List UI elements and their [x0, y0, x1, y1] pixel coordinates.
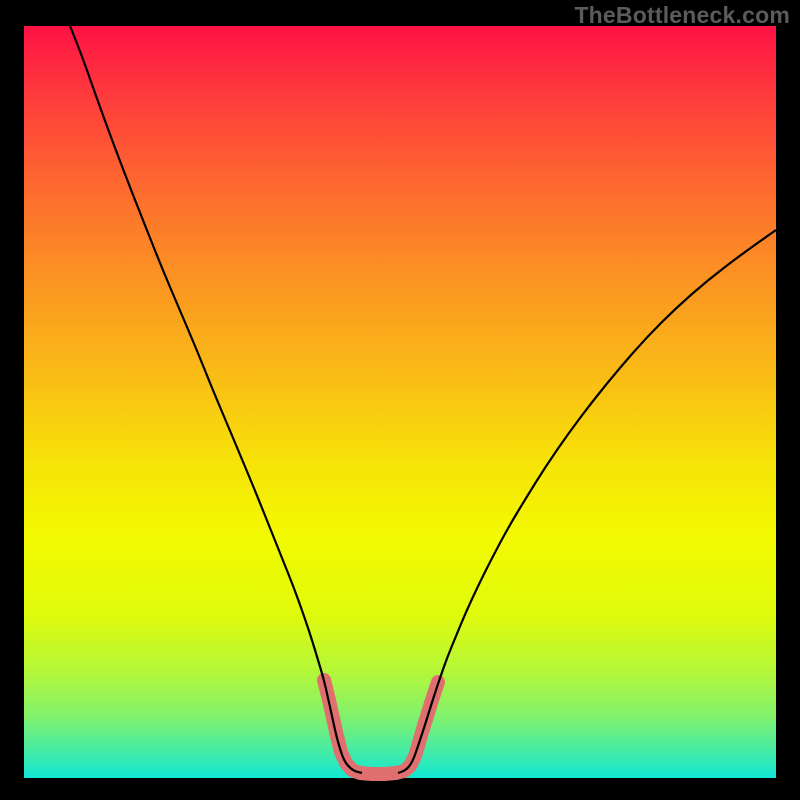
curve-layer [0, 0, 800, 800]
valley-highlight-curve [324, 680, 438, 774]
left-bottleneck-curve [70, 26, 362, 773]
watermark-label: TheBottleneck.com [574, 2, 790, 29]
right-bottleneck-curve [398, 230, 776, 773]
canvas: TheBottleneck.com [0, 0, 800, 800]
